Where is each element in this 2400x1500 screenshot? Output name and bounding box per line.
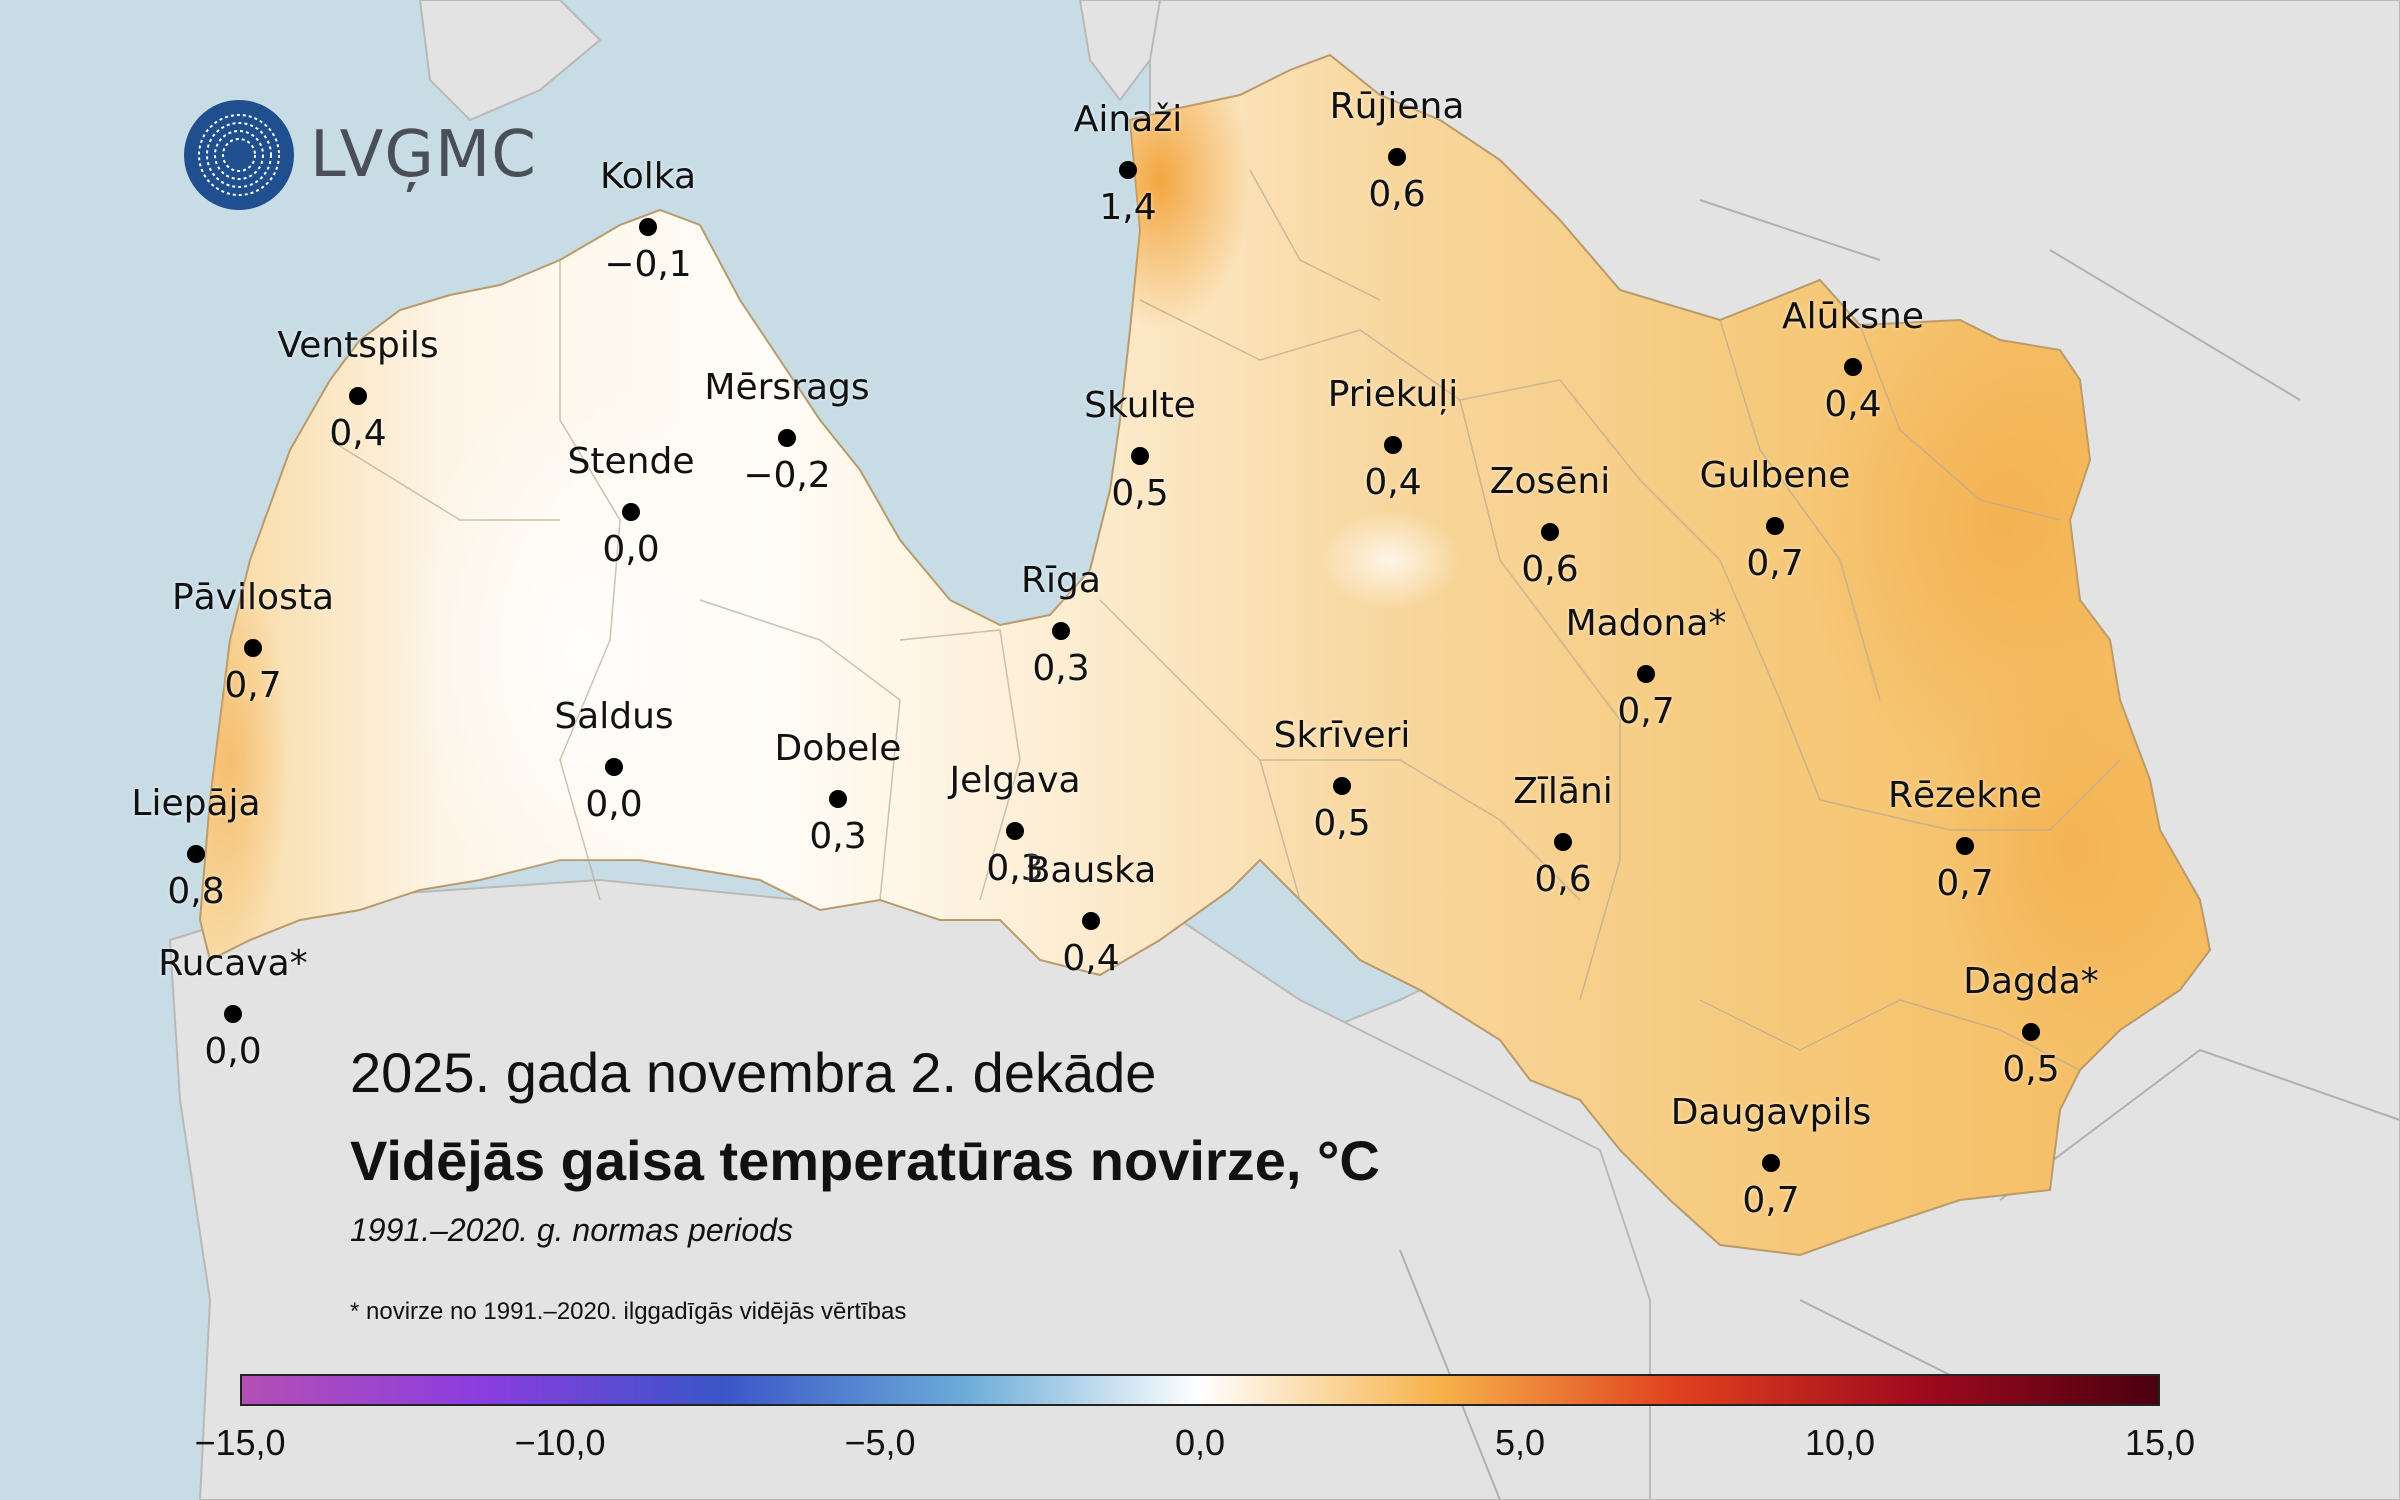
station-marker xyxy=(1052,622,1070,640)
station-name: Dagda* xyxy=(1963,961,2099,1002)
station-name: Rūjiena xyxy=(1329,86,1465,127)
station-marker xyxy=(224,1005,242,1023)
station-name: Skrīveri xyxy=(1273,715,1411,756)
norm-period-subtitle: 1991.–2020. g. normas periods xyxy=(350,1212,793,1248)
land-lithuania xyxy=(168,878,1651,1500)
colorbar-tick-label: −5,0 xyxy=(844,1422,916,1463)
station-name: Liepāja xyxy=(131,783,261,824)
station-value: 0,7 xyxy=(224,665,282,706)
station-marker xyxy=(1766,517,1784,535)
station-name: Mērsrags xyxy=(704,367,870,408)
station-value: 0,4 xyxy=(1364,462,1422,503)
station-marker xyxy=(1006,822,1024,840)
station-marker xyxy=(1956,837,1974,855)
station-value: 0,0 xyxy=(602,529,660,570)
station-marker xyxy=(1119,161,1137,179)
station-marker xyxy=(1388,148,1406,166)
station-marker xyxy=(639,218,657,236)
station-value: 0,0 xyxy=(585,784,643,825)
station-marker xyxy=(244,639,262,657)
station-name: Alūksne xyxy=(1781,296,1925,337)
station-marker xyxy=(622,503,640,521)
lvgmc-logo: LVĢMC xyxy=(182,98,537,212)
colorbar-tick-label: 15,0 xyxy=(2124,1422,2196,1463)
station-name: Pāvilosta xyxy=(171,577,335,618)
station-name: Zosēni xyxy=(1489,461,1611,502)
station-marker xyxy=(605,758,623,776)
station-value: 0,7 xyxy=(1936,863,1994,904)
anomaly-coolspot-vidzeme xyxy=(1320,510,1460,610)
station-name: Ainaži xyxy=(1073,99,1183,140)
station-value: 0,6 xyxy=(1368,174,1426,215)
colorbar-tick-label: 10,0 xyxy=(1804,1422,1876,1463)
station-marker xyxy=(1554,833,1572,851)
period-title: 2025. gada novembra 2. dekāde xyxy=(350,1041,1157,1104)
station-name: Stende xyxy=(567,441,695,482)
colorbar-tick-label: −15,0 xyxy=(194,1422,286,1463)
station-marker xyxy=(1333,777,1351,795)
station-name: Jelgava xyxy=(949,760,1081,801)
station-marker xyxy=(1762,1154,1780,1172)
station-name: Daugavpils xyxy=(1670,1092,1872,1133)
colorbar-tick-label: 0,0 xyxy=(1174,1422,1226,1463)
station-marker xyxy=(1384,436,1402,454)
lvgmc-logo-text: LVĢMC xyxy=(310,118,537,192)
footnote: * novirze no 1991.–2020. ilggadīgās vidē… xyxy=(350,1298,907,1325)
station-value: 0,3 xyxy=(1032,648,1090,689)
station-value: 0,7 xyxy=(1742,1180,1800,1221)
station-name: Priekuļi xyxy=(1327,374,1459,415)
colorbar xyxy=(240,1374,2160,1406)
station-value: 0,3 xyxy=(986,848,1044,889)
station-marker xyxy=(1131,447,1149,465)
station-value: 0,4 xyxy=(1062,938,1120,979)
station-value: 0,5 xyxy=(1313,803,1371,844)
station-value: 0,8 xyxy=(167,871,225,912)
station-marker xyxy=(1844,358,1862,376)
municipality-borders xyxy=(329,169,2121,1071)
lvgmc-logo-icon xyxy=(184,100,294,210)
map-title: Vidējās gaisa temperatūras novirze, °C xyxy=(350,1129,1380,1192)
station-name: Rēzekne xyxy=(1887,775,2043,816)
station-value: −0,2 xyxy=(743,455,831,496)
station-marker xyxy=(349,387,367,405)
station-value: −0,1 xyxy=(604,244,692,285)
station-name: Zīlāni xyxy=(1513,771,1613,812)
station-value: 0,4 xyxy=(329,413,387,454)
colorbar-tick-label: 5,0 xyxy=(1494,1422,1546,1463)
station-value: 0,3 xyxy=(809,816,867,857)
station-name: Saldus xyxy=(554,696,674,737)
station-value: 0,4 xyxy=(1824,384,1882,425)
station-value: 1,4 xyxy=(1099,187,1157,228)
station-value: 0,6 xyxy=(1521,549,1579,590)
station-marker xyxy=(829,790,847,808)
station-value: 0,5 xyxy=(2002,1049,2060,1090)
anomaly-coolspot-west xyxy=(400,370,760,930)
land-saaremaa xyxy=(418,0,602,122)
station-marker xyxy=(2022,1023,2040,1041)
land-border-lines xyxy=(1399,199,2400,1500)
station-marker xyxy=(187,845,205,863)
station-name: Rīga xyxy=(1021,560,1101,601)
station-name: Rucava* xyxy=(158,943,308,984)
station-name: Madona* xyxy=(1565,603,1727,644)
station-marker xyxy=(1541,523,1559,541)
station-name: Kolka xyxy=(599,156,697,197)
station-marker xyxy=(1637,665,1655,683)
station-value: 0,0 xyxy=(204,1031,262,1072)
anomaly-hotspot-liepaja xyxy=(200,560,290,960)
station-value: 0,5 xyxy=(1111,473,1169,514)
station-marker xyxy=(1082,912,1100,930)
land-sweden-islands xyxy=(1078,0,1162,102)
station-value: 0,6 xyxy=(1534,859,1592,900)
station-name: Gulbene xyxy=(1699,455,1851,496)
station-value: 0,7 xyxy=(1617,691,1675,732)
colorbar-tick-label: −10,0 xyxy=(514,1422,606,1463)
station-name: Dobele xyxy=(774,728,902,769)
station-name: Ventspils xyxy=(277,325,439,366)
station-value: 0,7 xyxy=(1746,543,1804,584)
station-name: Bauska xyxy=(1025,850,1157,891)
station-name: Skulte xyxy=(1084,385,1196,426)
station-marker xyxy=(778,429,796,447)
